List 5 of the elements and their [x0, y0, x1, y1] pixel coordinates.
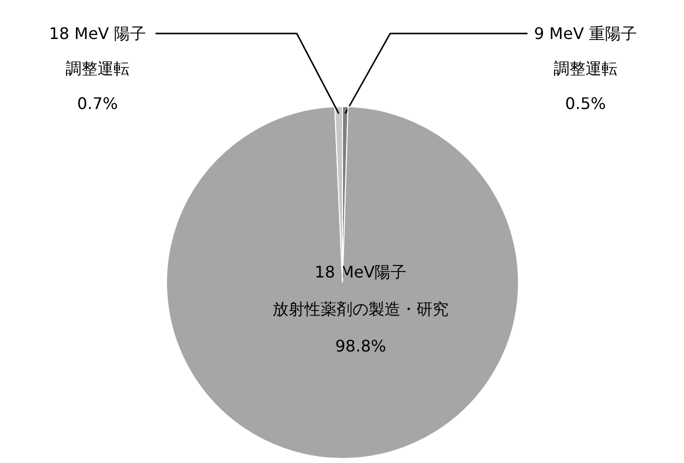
slice-label: 9 MeV 重陽子調整運転 — [534, 24, 637, 78]
data-label: 0.5% — [565, 94, 606, 113]
data-label: 0.7% — [77, 94, 118, 113]
slice-label: 18 MeV 陽子調整運転 — [48, 24, 146, 78]
data-label: 98.8% — [335, 336, 386, 356]
